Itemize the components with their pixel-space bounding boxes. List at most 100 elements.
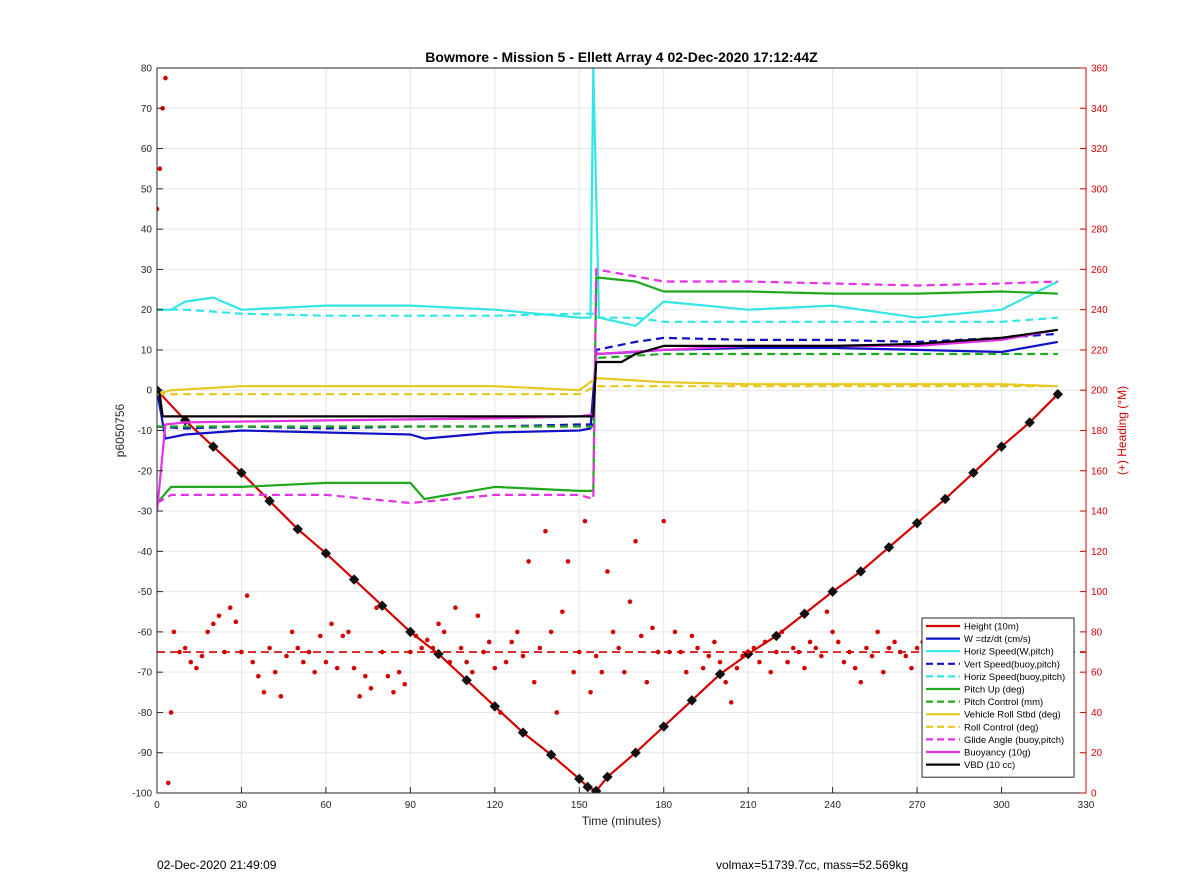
heading-point <box>554 710 560 715</box>
heading-point <box>182 645 188 651</box>
heading-point <box>858 679 864 685</box>
series-line-11 <box>157 328 1058 418</box>
heading-point <box>582 518 588 524</box>
height-point <box>574 773 585 785</box>
y-tick-label: 80 <box>141 64 153 75</box>
y2-tick-label: 360 <box>1091 64 1108 75</box>
heading-point <box>757 659 762 665</box>
heading-point <box>745 649 751 655</box>
heading-point <box>329 621 334 627</box>
y2-tick-label: 280 <box>1091 225 1108 236</box>
height-point <box>405 626 416 638</box>
heading-point <box>157 206 160 212</box>
heading-point <box>543 528 548 534</box>
heading-point <box>667 649 672 655</box>
heading-point <box>638 633 644 639</box>
y-tick-label: -70 <box>138 668 153 679</box>
heading-point <box>633 538 638 544</box>
heading-point <box>661 518 667 524</box>
y-tick-label: 0 <box>146 386 152 397</box>
height-point <box>799 608 810 619</box>
heading-point <box>261 690 267 695</box>
y-tick-label: -40 <box>138 547 153 558</box>
heading-point <box>847 649 852 655</box>
legend-entry: Roll Control (deg) <box>964 722 1038 733</box>
x-tick-label: 150 <box>571 800 588 811</box>
heading-point <box>774 649 779 655</box>
height-point <box>320 548 332 559</box>
heading-point <box>199 653 205 659</box>
legend-entry: Buoyancy (10g) <box>964 748 1031 759</box>
y-tick-label: -80 <box>138 708 153 719</box>
heading-point <box>368 685 374 691</box>
heading-point <box>762 639 768 645</box>
heading-point <box>751 645 757 651</box>
heading-point <box>717 659 723 665</box>
series-line-2 <box>157 68 1059 327</box>
heading-point <box>424 637 430 643</box>
height-point <box>545 749 557 760</box>
legend-entry: Height (10m) <box>964 622 1019 633</box>
height-point <box>348 574 360 585</box>
heading-point <box>408 649 413 655</box>
heading-point <box>346 629 351 635</box>
x-tick-label: 30 <box>236 800 248 811</box>
heading-point <box>869 653 875 659</box>
heading-point <box>706 653 712 659</box>
y-axis-label: p6050756 <box>113 403 127 457</box>
x-tick-label: 90 <box>405 800 417 811</box>
footer-timestamp: 02-Dec-2020 21:49:09 <box>157 858 277 872</box>
y-axis-right: 0 20 40 60 80 100 120 140 160 180 200 220 240 260 280 3… <box>1080 64 1108 800</box>
y2-tick-label: 40 <box>1091 708 1103 719</box>
heading-point <box>492 665 498 671</box>
heading-point <box>256 673 261 679</box>
y2-tick-label: 340 <box>1091 104 1108 115</box>
heading-point <box>515 629 520 635</box>
heading-point <box>672 629 678 635</box>
height-point <box>582 781 593 793</box>
y2-tick-label: 80 <box>1091 627 1103 638</box>
heading-point <box>909 665 914 671</box>
series-line-7 <box>157 377 1058 396</box>
x-tick-label: 300 <box>993 800 1010 811</box>
x-tick-label: 330 <box>1078 800 1095 811</box>
heading-point <box>824 609 830 615</box>
heading-point <box>897 649 903 655</box>
heading-point <box>841 659 847 665</box>
heading-point <box>610 629 616 635</box>
height-point <box>940 493 951 505</box>
heading-point <box>351 665 357 671</box>
heading-point <box>740 653 745 659</box>
y-tick-label: 40 <box>141 225 153 236</box>
height-point <box>292 523 303 535</box>
heading-point <box>768 669 774 675</box>
heading-point <box>469 669 475 675</box>
y-tick-label: -30 <box>138 507 153 518</box>
heading-point <box>168 710 174 715</box>
heading-point <box>289 629 295 635</box>
heading-point <box>627 599 633 604</box>
heading-point <box>914 645 920 651</box>
y-tick-label: 20 <box>141 305 153 316</box>
y2-axis-label: (+) Heading (°M) <box>1115 386 1129 475</box>
heading-point <box>498 710 503 715</box>
y2-tick-label: 320 <box>1091 144 1108 155</box>
heading-point <box>796 649 802 655</box>
heading-point <box>790 645 796 651</box>
series-line-1 <box>157 340 1058 440</box>
y2-tick-label: 180 <box>1091 426 1108 437</box>
heading-point <box>503 659 509 665</box>
y-tick-label: -10 <box>138 426 153 437</box>
height-point <box>630 747 641 758</box>
heading-point <box>430 645 436 651</box>
heading-point <box>565 559 571 564</box>
heading-point <box>886 645 892 651</box>
heading-point <box>357 694 362 699</box>
heading-point <box>436 621 441 627</box>
heading-point <box>267 645 272 651</box>
heading-point <box>655 649 661 655</box>
y2-tick-label: 220 <box>1091 345 1108 356</box>
legend-entry: W =dz/dt (cm/s) <box>964 634 1031 645</box>
height-point <box>590 785 602 793</box>
